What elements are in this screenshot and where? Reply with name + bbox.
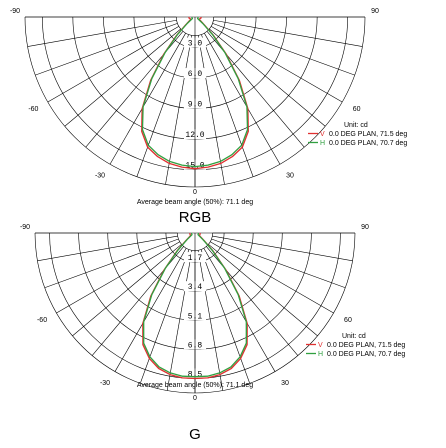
- legend-label: 0.0 DEG PLAN, 70.7 deg: [329, 140, 407, 147]
- angle-label: -60: [37, 317, 47, 324]
- legend-marker: H: [320, 140, 325, 147]
- legend-label: 0.0 DEG PLAN, 71.5 deg: [327, 342, 405, 349]
- grid-spoke: [44, 238, 179, 289]
- angle-label: 30: [286, 173, 294, 180]
- grid-spoke: [201, 34, 254, 177]
- grid-spoke: [211, 26, 343, 103]
- angle-label: 30: [281, 380, 289, 387]
- unit-label: Unit: cd: [342, 333, 366, 340]
- beam-angle-footer: Average beam angle (50%): 71.1 deg: [137, 199, 253, 206]
- grid-spoke: [211, 238, 346, 289]
- angle-label: -60: [28, 106, 38, 113]
- grid-spoke: [72, 244, 182, 337]
- grid-spoke: [64, 28, 181, 127]
- series-line-h: [141, 16, 249, 168]
- grid-spoke: [197, 250, 224, 391]
- legend: Unit: cd V 0.0 DEG PLAN, 71.5 deg H 0.0 DEG …: [306, 333, 405, 358]
- grid-spoke: [47, 26, 179, 103]
- legend: Unit: cd V 0.0 DEG PLAN, 71.5 deg H 0.0 DEG …: [308, 122, 407, 147]
- legend-label: 0.0 DEG PLAN, 71.5 deg: [329, 131, 407, 138]
- beam-angle-footer: Average beam angle (50%): 71.1 deg: [137, 382, 253, 389]
- angle-label: -30: [95, 173, 105, 180]
- legend-label: 0.0 DEG PLAN, 70.7 deg: [327, 351, 405, 358]
- angle-label: -90: [20, 224, 30, 231]
- legend-marker: V: [320, 131, 325, 138]
- grid-spoke: [210, 241, 334, 314]
- chart-title: RGB: [179, 209, 212, 226]
- angle-label: -90: [10, 8, 20, 15]
- grid-spoke: [114, 248, 187, 372]
- legend-marker: V: [318, 342, 323, 349]
- angle-label: 60: [353, 106, 361, 113]
- grid-spoke: [139, 249, 190, 384]
- grid-spoke: [203, 248, 276, 372]
- grid-spoke: [109, 33, 186, 165]
- angle-label: -30: [100, 380, 110, 387]
- angle-label: 0: [193, 395, 197, 402]
- series-line-h: [143, 232, 247, 378]
- legend-marker: H: [318, 351, 323, 358]
- grid-spoke: [200, 249, 251, 384]
- grid-spoke: [197, 35, 225, 185]
- grid-spoke: [212, 23, 355, 76]
- angle-label: 90: [371, 8, 379, 15]
- grid-spoke: [212, 235, 353, 262]
- grid-spoke: [209, 28, 326, 127]
- unit-label: Unit: cd: [344, 122, 368, 129]
- grid-spoke: [213, 19, 363, 47]
- angle-label: 60: [344, 317, 352, 324]
- grid-spoke: [35, 23, 178, 76]
- grid-spoke: [27, 19, 177, 47]
- angle-label: 0: [193, 189, 197, 196]
- angle-label: 90: [361, 224, 369, 231]
- grid-spoke: [204, 33, 281, 165]
- grid-spoke: [37, 235, 178, 262]
- grid-spoke: [136, 34, 189, 177]
- grid-spoke: [166, 250, 193, 391]
- grid-spoke: [208, 244, 318, 337]
- grid-spoke: [165, 35, 193, 185]
- grid-spoke: [56, 241, 180, 314]
- chart-title: G: [189, 426, 201, 443]
